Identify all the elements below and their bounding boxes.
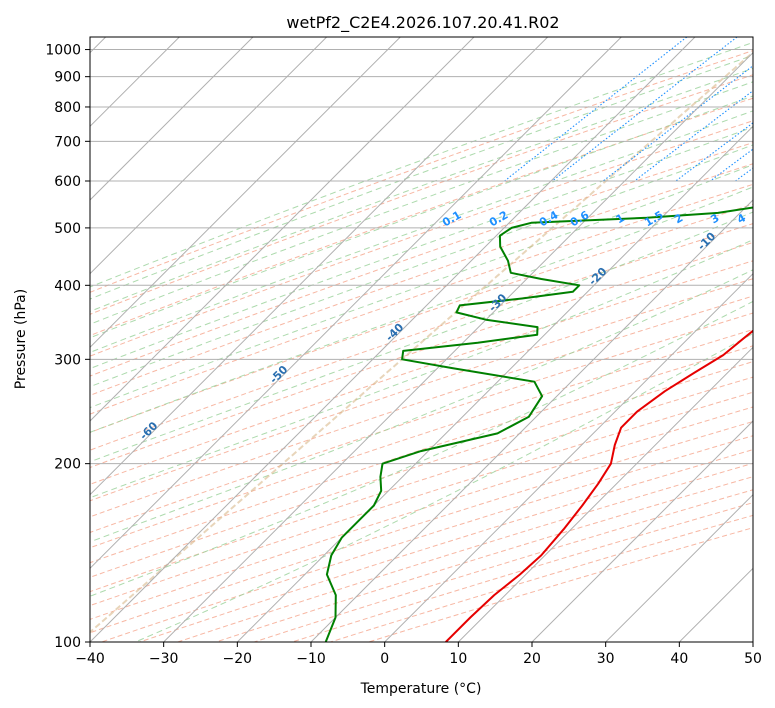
chart-title: wetPf2_C2E4.2026.107.20.41.R02 [286,13,559,33]
mixing-ratio-line [602,65,753,182]
mixing-ratio-label: 1.5 [642,208,665,229]
x-tick-label: −20 [223,651,253,667]
sounding-profiles [324,206,753,642]
y-tick-label: 300 [54,352,81,368]
y-tick-label: 900 [54,70,81,86]
moist-adiabat [90,110,753,353]
y-axis-title: Pressure (hPa) [13,289,29,389]
x-axis: −40 −30 −20 −10 0 10 20 30 40 50 [75,642,762,667]
x-tick-label: 50 [744,651,762,667]
moist-adiabat [90,81,753,325]
dry-adiabat [90,345,753,564]
mixing-ratio-line [634,90,753,182]
mixing-ratio-label: 2 [672,211,685,226]
isotherm-line [384,272,753,642]
dewpoint-profile-line [324,206,753,642]
isotherm-label: -10 [695,229,718,252]
x-axis-title: Temperature (°C) [360,681,482,697]
y-tick-label: 700 [54,134,81,150]
moist-adiabat [135,332,753,642]
temperature-profile-line [445,329,753,642]
dry-adiabat [368,527,753,642]
y-axis: 100 200 300 400 500 600 700 800 900 1000 [45,43,90,651]
isotherm-line [457,346,753,642]
freezing-curve [90,50,753,634]
isotherm-line [90,37,328,275]
dry-adiabat [101,435,753,642]
mixing-ratio-line [504,37,688,182]
isotherm-line [90,37,696,642]
y-tick-label: 200 [54,457,81,473]
isotherm-line [90,37,254,201]
isotherm-line [678,567,753,642]
mixing-ratio-label: 0.2 [487,208,510,229]
isotherm-label: -20 [586,265,609,288]
moist-adiabat [90,164,753,409]
dry-adiabat [90,50,753,293]
dry-adiabat [90,278,753,502]
isotherm-label: -40 [383,320,406,343]
dry-adiabat [90,391,753,607]
moist-adiabat [90,211,753,463]
isotherm-line [90,37,622,570]
x-tick-label: −30 [149,651,179,667]
isotherm-label: -30 [486,291,509,314]
x-tick-label: 40 [670,651,688,667]
isotherm-line [163,51,753,642]
dry-adiabat [90,97,753,337]
mixing-ratio-label: 0.4 [537,208,561,229]
isotherm-line [90,37,475,422]
y-tick-label: 400 [54,278,81,294]
dry-adiabat [90,376,753,593]
mixing-ratio-line [551,37,738,182]
moist-adiabat [90,54,753,300]
moist-adiabat [90,95,753,339]
y-tick-label: 100 [54,635,81,651]
dry-adiabat [90,329,753,549]
dry-adiabat [90,142,753,377]
isotherm-label: -60 [137,419,160,442]
y-tick-label: 800 [54,100,81,116]
isotherm-line [90,37,401,349]
moist-adiabat [90,144,753,388]
grid-lines [90,37,753,642]
isotherm-line [531,420,753,642]
isotherm-line [236,125,753,642]
x-tick-label: 0 [380,651,389,667]
mixing-ratio-label: 4 [735,211,748,226]
plot-frame [89,36,754,643]
background-lines [90,37,753,642]
isotherm-label: -70 [13,469,36,492]
dry-adiabat [90,295,753,518]
dry-adiabat [90,312,753,533]
isotherm-line [605,493,753,642]
isotherm-line [310,199,753,642]
moist-adiabat [90,126,753,370]
mixing-ratio-label: 0.1 [440,208,463,229]
y-tick-label: 1000 [45,43,81,59]
x-tick-label: 10 [449,651,467,667]
isotherm-line [90,37,549,496]
moist-adiabat [90,186,753,433]
dry-adiabat [292,502,753,642]
x-tick-label: −10 [296,651,326,667]
dry-adiabat [177,462,753,642]
moist-adiabat [90,67,753,312]
x-tick-label: −40 [75,651,105,667]
dry-adiabat [330,514,753,642]
y-tick-label: 600 [54,174,81,190]
dry-adiabat [90,241,753,469]
y-tick-label: 500 [54,221,81,237]
moist-adiabat [90,41,753,288]
x-tick-label: 30 [597,651,615,667]
dry-adiabat [90,223,753,451]
isotherm-line [752,641,753,642]
mixing-ratio-line [735,167,753,182]
x-tick-label: 20 [523,651,541,667]
mixing-ratio-line [675,122,753,182]
dry-adiabat [90,163,753,396]
